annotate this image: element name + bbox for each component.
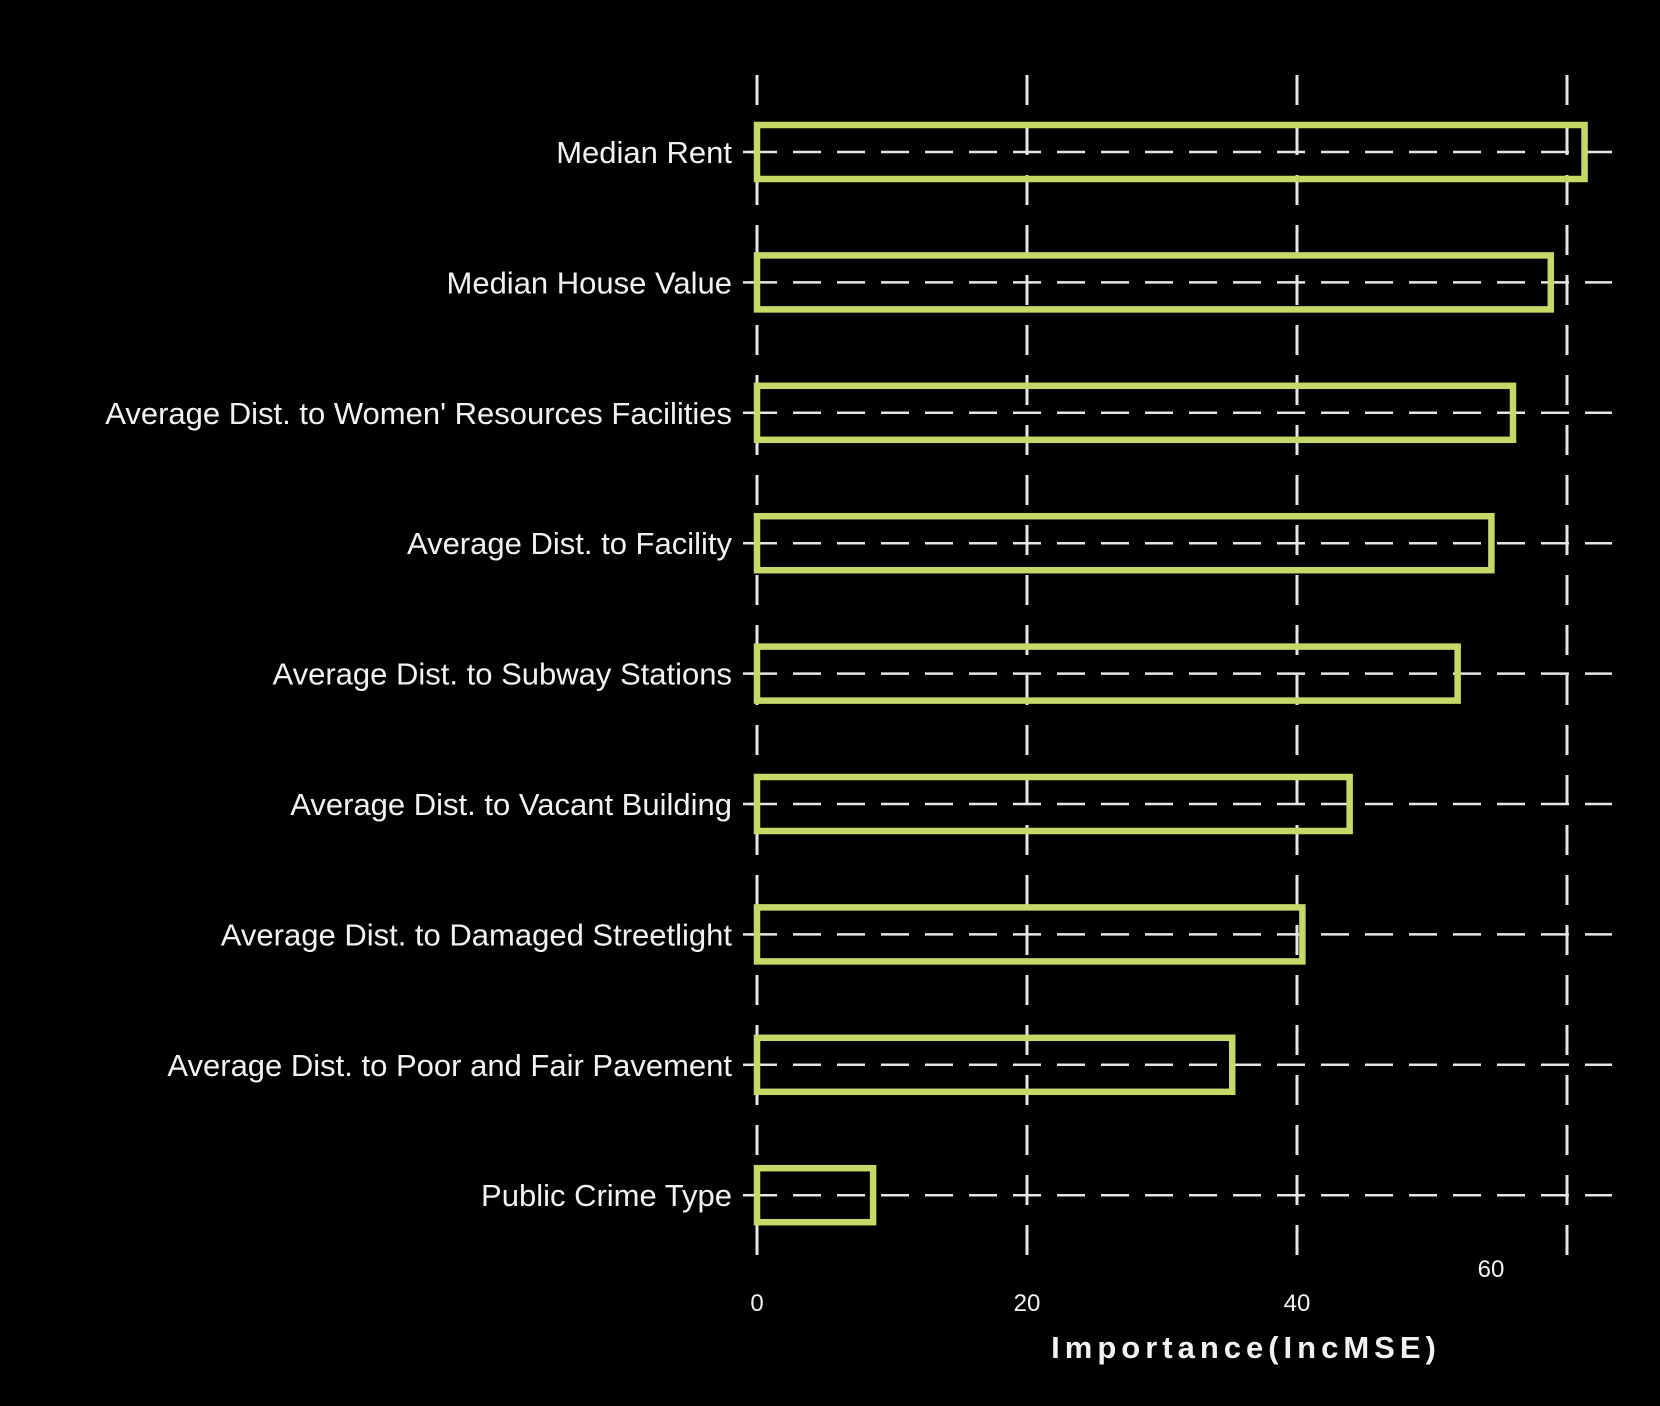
category-label: Average Dist. to Vacant Building (290, 787, 732, 822)
bar-9 (753, 1164, 877, 1226)
category-label: Average Dist. to Facility (407, 526, 733, 561)
category-label: Public Crime Type (481, 1178, 732, 1213)
bar-8 (753, 1034, 1236, 1096)
bar-7 (753, 904, 1306, 965)
category-label-layer: Median Rent Median House Value Average Dis… (105, 135, 732, 1213)
x-tick-label-20: 20 (1014, 1290, 1041, 1317)
grid-layer (743, 75, 1612, 1268)
category-label: Average Dist. to Women' Resources Facili… (105, 396, 732, 431)
category-label: Average Dist. to Subway Stations (272, 657, 732, 692)
category-label: Median Rent (556, 135, 732, 170)
category-label: Median House Value (447, 265, 733, 300)
category-label: Average Dist. to Damaged Streetlight (221, 917, 733, 952)
bar-5 (753, 643, 1461, 704)
bar-layer (753, 121, 1588, 1226)
x-tick-label-0: 0 (750, 1290, 763, 1317)
bar-6 (753, 773, 1353, 835)
bar-1 (753, 121, 1588, 183)
x-axis-title: Importance(IncMSE) (1051, 1330, 1441, 1365)
x-tick-label-60: 60 (1478, 1256, 1505, 1283)
category-label: Average Dist. to Poor and Fair Pavement (167, 1048, 732, 1083)
bar-2 (753, 252, 1555, 313)
x-tick-label-40: 40 (1284, 1290, 1311, 1317)
bar-3 (753, 382, 1517, 444)
bar-4 (753, 512, 1495, 574)
x-tick-layer: 0 20 40 60 (750, 1256, 1504, 1317)
